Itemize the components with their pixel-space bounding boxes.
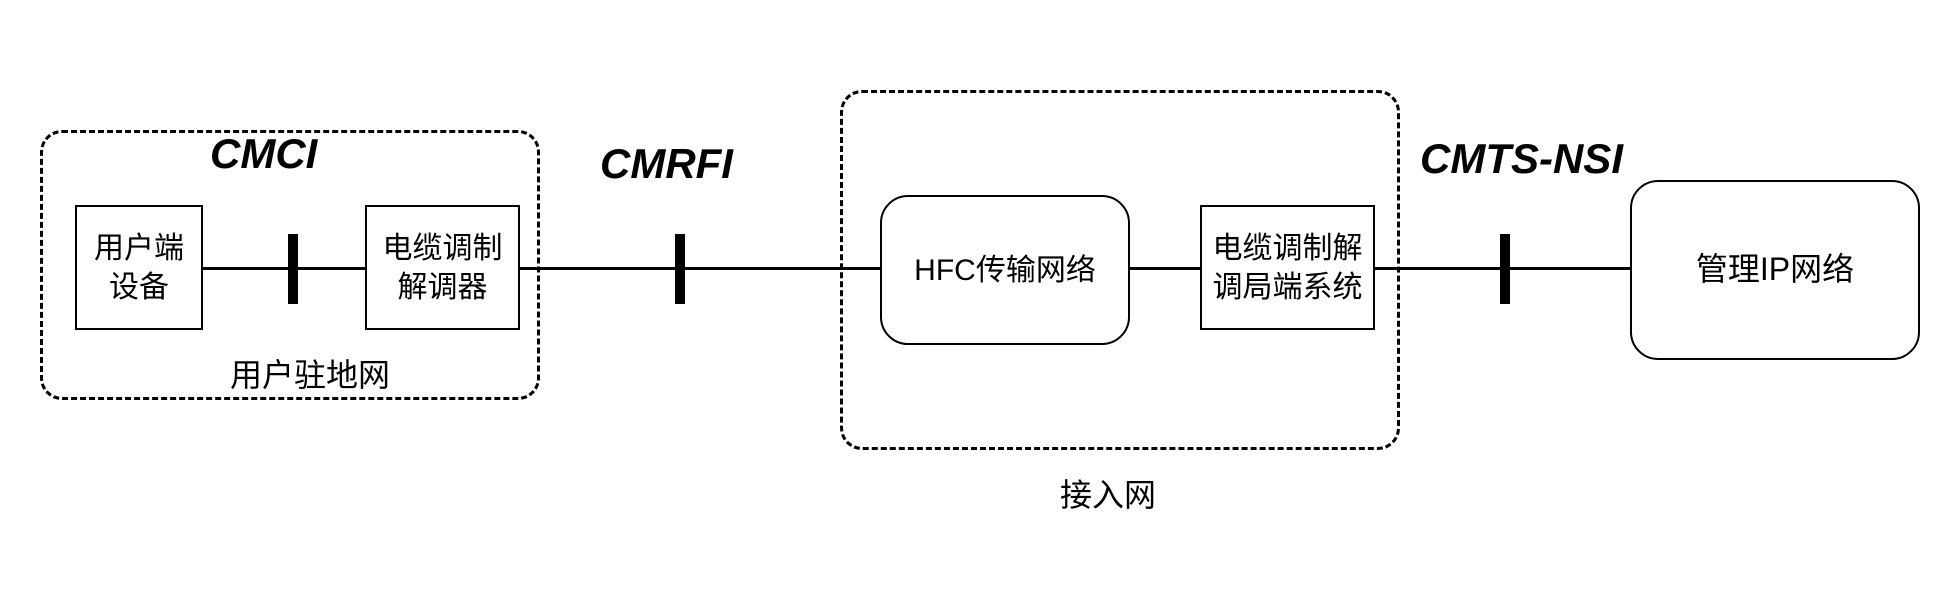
caption-user-premises: 用户驻地网 [230, 350, 390, 396]
label-cmci: CMCI [210, 130, 317, 178]
node-cmts-label: 电缆调制解调局端系统 [1213, 229, 1363, 307]
node-client-device-label: 用户端设备 [94, 229, 184, 307]
bar-cmci [288, 234, 298, 304]
node-ip-network: 管理IP网络 [1630, 180, 1920, 360]
node-cable-modem-label: 电缆调制解调器 [383, 229, 503, 307]
node-client-device: 用户端设备 [75, 205, 203, 330]
node-cable-modem: 电缆调制解调器 [365, 205, 520, 330]
node-ip-network-label: 管理IP网络 [1696, 249, 1854, 291]
label-cmts-nsi: CMTS-NSI [1420, 135, 1623, 183]
node-hfc-label: HFC传输网络 [914, 251, 1096, 290]
bar-cmrfi [675, 234, 685, 304]
node-cmts: 电缆调制解调局端系统 [1200, 205, 1375, 330]
bar-cmts-nsi [1500, 234, 1510, 304]
network-diagram: 用户驻地网 接入网 CMCI CMRFI CMTS-NSI 用户端设备 电缆调制… [0, 0, 1952, 590]
connector-line-2 [520, 267, 880, 270]
node-hfc: HFC传输网络 [880, 195, 1130, 345]
label-cmrfi: CMRFI [600, 140, 733, 188]
caption-access-network: 接入网 [1060, 470, 1156, 516]
connector-line-3 [1130, 267, 1200, 270]
connector-line-1 [203, 267, 365, 270]
